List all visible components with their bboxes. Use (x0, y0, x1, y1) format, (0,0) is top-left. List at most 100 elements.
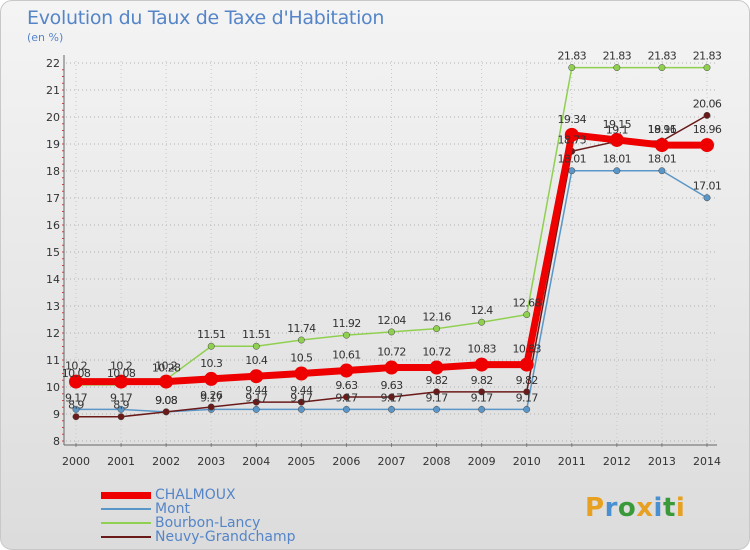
y-tick-label: 22 (46, 57, 60, 70)
x-tick-label: 2010 (513, 455, 541, 468)
legend-item: Mont (101, 501, 331, 517)
data-label-mont: 9.17 (110, 391, 133, 404)
data-point-chalmoux (159, 374, 174, 389)
data-point-mont (658, 167, 666, 175)
data-point-chalmoux (654, 138, 669, 153)
data-label-mont: 9.08 (155, 394, 178, 407)
data-point-neuvy-grandchamp (207, 403, 215, 411)
data-label-chalmoux: 18.96 (648, 123, 677, 136)
y-tick-label: 21 (46, 84, 60, 97)
series-lines (69, 64, 714, 421)
logo-letter: i (653, 493, 663, 523)
data-point-mont (523, 405, 531, 413)
data-label-chalmoux: 10.61 (332, 349, 361, 362)
data-label-chalmoux: 10.4 (245, 354, 268, 367)
data-label-mont: 9.17 (516, 391, 539, 404)
y-tick-label: 10 (46, 381, 60, 394)
x-tick-label: 2013 (648, 455, 676, 468)
x-tick-label: 2003 (197, 455, 225, 468)
data-point-chalmoux (519, 357, 534, 372)
logo-letter: o (617, 493, 637, 523)
data-point-mont (342, 405, 350, 413)
data-label-bourbon-lancy: 21.83 (693, 50, 722, 63)
data-point-chalmoux (249, 369, 264, 384)
x-tick-label: 2005 (287, 455, 315, 468)
data-label-bourbon-lancy: 12.4 (471, 304, 494, 317)
data-point-mont (433, 405, 441, 413)
data-label-mont: 9.17 (380, 391, 403, 404)
data-label-bourbon-lancy: 11.51 (242, 328, 271, 341)
data-point-chalmoux (294, 366, 309, 381)
logo-letter: i (675, 493, 686, 523)
data-label-neuvy-grandchamp: 9.82 (516, 374, 538, 387)
data-point-chalmoux (564, 127, 579, 142)
data-label-mont: 9.17 (200, 391, 223, 404)
data-point-bourbon-lancy (523, 311, 531, 319)
data-label-chalmoux: 18.96 (693, 123, 722, 136)
legend-item: Bourbon-Lancy (101, 515, 331, 531)
data-point-neuvy-grandchamp (478, 388, 486, 396)
data-point-bourbon-lancy (342, 331, 350, 339)
data-point-neuvy-grandchamp (117, 413, 125, 421)
y-tick-label: 15 (46, 246, 60, 259)
legend-swatch (101, 491, 151, 499)
y-tick-label: 12 (46, 327, 60, 340)
data-point-chalmoux (69, 374, 83, 389)
data-label-neuvy-grandchamp: 9.82 (471, 374, 493, 387)
data-label-neuvy-grandchamp: 8.9 (113, 399, 129, 412)
data-label-mont: 18.01 (648, 153, 677, 166)
x-tick-label: 2014 (693, 455, 721, 468)
data-label-neuvy-grandchamp: 9.63 (335, 379, 358, 392)
x-tick-label: 2001 (107, 455, 135, 468)
data-label-neuvy-grandchamp: 9.82 (426, 374, 448, 387)
data-point-mont (117, 405, 125, 413)
data-label-chalmoux: 19.34 (558, 113, 587, 126)
legend-label: Mont (155, 501, 191, 517)
data-point-chalmoux (609, 132, 624, 147)
data-label-bourbon-lancy: 21.83 (648, 50, 677, 63)
data-label-chalmoux: 10.5 (290, 352, 313, 365)
data-point-neuvy-grandchamp (703, 111, 711, 119)
chart-title: Evolution du Taux de Taxe d'Habitation (27, 7, 385, 29)
x-tick-label: 2006 (332, 455, 360, 468)
data-label-neuvy-grandchamp: 9.44 (245, 384, 268, 397)
legend-item: CHALMOUX (101, 487, 331, 503)
data-point-neuvy-grandchamp (433, 388, 441, 396)
data-point-bourbon-lancy (478, 318, 486, 326)
data-label-bourbon-lancy: 21.83 (603, 50, 632, 63)
data-point-mont (297, 405, 305, 413)
data-label-chalmoux: 10.2 (155, 360, 177, 373)
data-point-neuvy-grandchamp (342, 393, 350, 401)
data-point-neuvy-grandchamp (72, 413, 80, 421)
data-point-mont (252, 405, 260, 413)
data-label-chalmoux: 10.2 (65, 360, 87, 373)
data-label-neuvy-grandchamp: 20.06 (693, 97, 722, 110)
x-tick-label: 2008 (423, 455, 451, 468)
data-label-chalmoux: 10.2 (110, 360, 132, 373)
data-point-bourbon-lancy (252, 342, 260, 350)
data-point-neuvy-grandchamp (162, 408, 170, 416)
data-point-chalmoux (339, 363, 354, 378)
data-point-chalmoux (429, 360, 444, 375)
data-point-bourbon-lancy (613, 64, 621, 72)
y-tick-label: 13 (46, 300, 60, 313)
x-tick-label: 2000 (62, 455, 90, 468)
data-point-mont (703, 194, 711, 202)
data-point-mont (568, 167, 576, 175)
data-point-bourbon-lancy (207, 342, 215, 350)
data-point-chalmoux (700, 138, 714, 153)
logo-letter: r (604, 493, 618, 523)
data-label-chalmoux: 10.83 (467, 343, 496, 356)
data-label-mont: 9.17 (426, 391, 449, 404)
legend-label: Neuvy-Grandchamp (155, 529, 296, 545)
data-label-mont: 9.17 (290, 391, 313, 404)
data-label-mont: 9.17 (245, 391, 268, 404)
x-tick-label: 2009 (468, 455, 496, 468)
y-tick-label: 16 (46, 219, 60, 232)
y-tick-label: 18 (46, 165, 60, 178)
data-label-mont: 9.17 (471, 391, 494, 404)
data-label-bourbon-lancy: 12.16 (422, 311, 451, 324)
data-point-bourbon-lancy (388, 328, 395, 336)
grid-lines (66, 61, 715, 443)
